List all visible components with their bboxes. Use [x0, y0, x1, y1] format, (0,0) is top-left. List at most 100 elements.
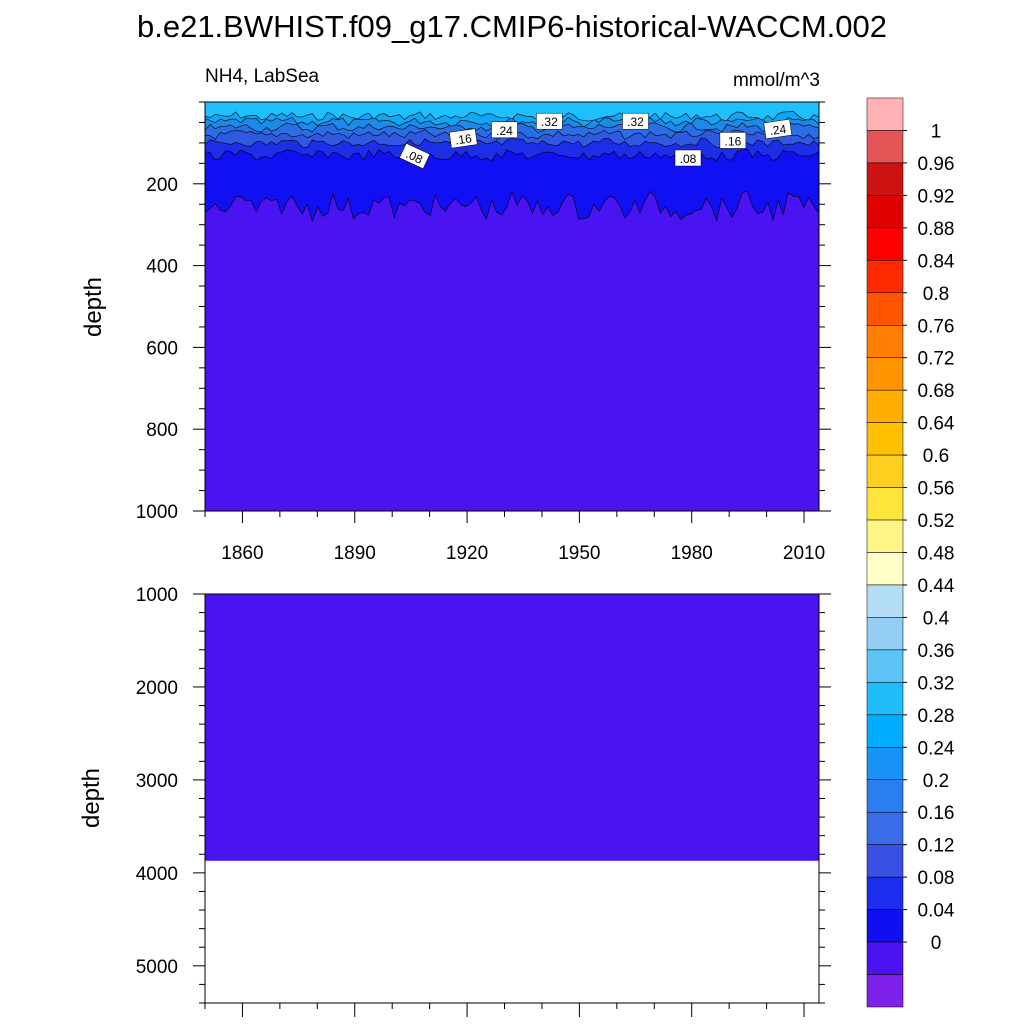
colorbar-label: 0.6: [923, 446, 949, 467]
x-tick-label: 1920: [446, 543, 488, 564]
colorbar-swatch: [866, 909, 904, 943]
colorbar-label: 0.36: [918, 641, 955, 662]
svg-text:.08: .08: [680, 152, 697, 166]
svg-text:.16: .16: [454, 131, 473, 147]
colorbar-swatch: [866, 487, 904, 521]
colorbar-swatch: [866, 584, 904, 618]
colorbar-label: 0.48: [918, 544, 955, 565]
colorbar-swatch: [866, 811, 904, 845]
colorbar-label: 0.32: [918, 673, 955, 694]
colorbar-swatch: [866, 357, 904, 391]
colorbar-label: 0.72: [918, 349, 955, 370]
subtitle-variable: NH4, LabSea: [205, 66, 320, 87]
colorbar-label: 0.52: [918, 511, 955, 532]
x-tick-label: 2010: [783, 543, 825, 564]
colorbar-swatch: [866, 422, 904, 456]
lower-panel: 1000 2000 3000 4000 5000 depth: [78, 585, 831, 1017]
colorbar-label: 0.76: [918, 316, 955, 337]
lower-fill-band: [205, 594, 819, 861]
colorbar-swatch: [866, 130, 904, 164]
colorbar-swatch: [866, 519, 904, 553]
colorbar-label: 0.44: [918, 576, 955, 597]
svg-text:.32: .32: [541, 115, 558, 129]
lower-contour-fill: [205, 594, 819, 861]
colorbar-label: 0.92: [918, 186, 955, 207]
lower-x-axis: [204, 1003, 805, 1017]
lower-y-axis-label: depth: [78, 768, 105, 828]
colorbar-swatch: [866, 747, 904, 780]
svg-text:.24: .24: [769, 122, 788, 138]
colorbar-swatch: [866, 325, 904, 358]
contour-label: .16: [449, 128, 478, 149]
colorbar-swatch: [866, 779, 904, 813]
colorbar-swatch: [866, 162, 904, 196]
colorbar-swatch: [866, 714, 904, 748]
chart-title: b.e21.BWHIST.f09_g17.CMIP6-historical-WA…: [137, 9, 887, 44]
colorbar-swatch: [866, 195, 904, 229]
colorbar-swatch: [866, 941, 904, 975]
colorbar-label: 0.28: [918, 706, 955, 727]
colorbar-label: 0: [931, 933, 942, 954]
colorbar-label: 0.08: [918, 868, 955, 889]
colorbar-label: 0.12: [918, 836, 955, 857]
colorbar-swatch: [866, 844, 904, 878]
colorbar-label: 0.84: [918, 251, 955, 272]
contour-label: .16: [719, 132, 747, 149]
colorbar-swatch: [866, 227, 904, 261]
y-tick-label: 600: [146, 338, 178, 359]
colorbar-swatch: [866, 617, 904, 651]
colorbar-label: 0.04: [918, 901, 955, 922]
colorbar-swatch: [866, 292, 904, 326]
colorbar: 1 0.96 0.92 0.88 0.84 0.8 0.76 0.72 0.68 0.64 0.6 0…: [866, 97, 955, 1008]
svg-text:.24: .24: [496, 124, 513, 138]
colorbar-swatch: [866, 260, 904, 294]
colorbar-label: 0.88: [918, 219, 955, 240]
surface-band: [205, 102, 819, 109]
contour-label: .32: [536, 112, 563, 130]
colorbar-label: 0.16: [918, 803, 955, 824]
upper-y-axis: 200 400 600 800 1000: [136, 101, 831, 523]
y-tick-label: 200: [146, 175, 178, 196]
colorbar-swatch: [866, 552, 904, 586]
y-tick-label: 400: [146, 257, 178, 278]
colorbar-swatch: [866, 454, 904, 488]
y-tick-label: 800: [146, 420, 178, 441]
colorbar-label: 0.68: [918, 381, 955, 402]
colorbar-swatch: [866, 876, 904, 910]
svg-text:.32: .32: [627, 115, 644, 129]
y-tick-label: 1000: [136, 585, 178, 606]
upper-y-axis-label: depth: [80, 277, 107, 337]
contour-label: .24: [763, 118, 793, 140]
upper-panel: NH4, LabSea mmol/m^3 .08 .16 .24 .32 .32 .08.…: [80, 66, 831, 564]
svg-text:.08: .08: [404, 147, 425, 167]
contour-label: .08: [674, 149, 702, 167]
colorbar-label: 0.2: [923, 771, 949, 792]
colorbar-label: 0.56: [918, 479, 955, 500]
lower-y-axis: 1000 2000 3000 4000 5000: [136, 585, 831, 1004]
y-tick-label: 4000: [136, 864, 178, 885]
upper-contour-labels: .08 .16 .24 .32 .32 .08 .16 .24: [399, 112, 793, 170]
y-tick-label: 1000: [136, 502, 178, 523]
x-tick-label: 1890: [334, 543, 376, 564]
svg-text:.16: .16: [725, 134, 742, 148]
colorbar-label: 1: [931, 121, 942, 142]
contour-label: .08: [399, 142, 431, 170]
colorbar-swatch: [866, 389, 904, 423]
colorbar-label: 0.4: [923, 608, 950, 629]
colorbar-swatch: [866, 97, 904, 131]
x-tick-label: 1860: [221, 543, 263, 564]
subtitle-units: mmol/m^3: [733, 70, 820, 91]
y-tick-label: 3000: [136, 771, 178, 792]
colorbar-label: 0.8: [923, 284, 949, 305]
upper-x-axis: 1860 1890 1920 1950 1980 2010: [204, 511, 825, 564]
x-tick-label: 1980: [671, 543, 713, 564]
colorbar-label: 0.96: [918, 154, 955, 175]
upper-contour-fill: [204, 101, 820, 511]
colorbar-swatch: [866, 974, 904, 1008]
y-tick-label: 5000: [136, 957, 178, 978]
contour-label: .32: [622, 112, 649, 130]
colorbar-label: 0.64: [918, 414, 955, 435]
colorbar-swatch: [866, 682, 904, 716]
contour-label: .24: [491, 121, 518, 139]
